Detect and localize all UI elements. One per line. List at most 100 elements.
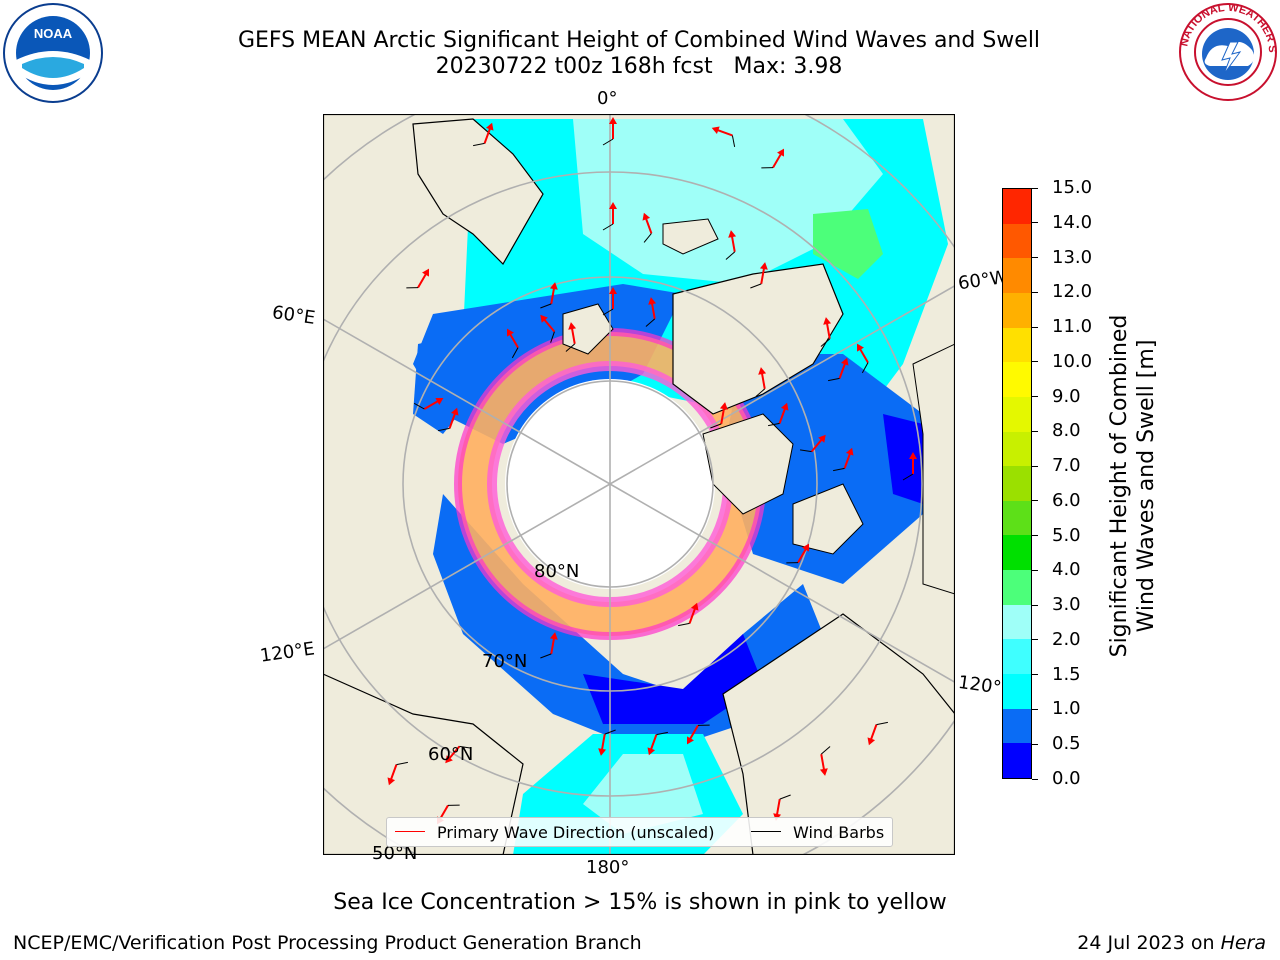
meridian-120e [323,483,611,650]
colorbar [1002,188,1032,779]
wave-arrow [406,268,429,289]
wave-arrow [833,447,854,472]
colorbar-label-line1: Significant Height of Combined [1107,314,1132,658]
wave-arrow [768,402,789,427]
wave-arrow [799,434,826,453]
wave-arrow [647,731,668,756]
wave-arrow [602,202,617,231]
footer-host: Hera [1220,932,1266,954]
colorbar-tick-mark [1032,708,1038,710]
wave-arrow [687,724,710,745]
colorbar-label: Significant Height of Combined Wind Wave… [1103,186,1163,786]
colorbar-tick-label: 12.0 [1052,281,1093,303]
colorbar-tick-mark [1032,778,1038,780]
wave-direction-legend-label: Primary Wave Direction (unscaled) [437,823,715,842]
lon-label-120e: 120°E [258,638,316,667]
chart-title: GEFS MEAN Arctic Significant Height of C… [237,28,1041,53]
colorbar-tick-label: 4.0 [1052,559,1081,581]
svg-text:NOAA: NOAA [34,26,73,41]
wave-arrow [598,729,616,756]
footer-left: NCEP/EMC/Verification Post Processing Pr… [13,932,642,954]
wave-arrow [755,367,767,397]
meridian-60e [323,318,611,485]
polar-map [323,114,955,855]
wave-arrow [786,543,809,564]
wave-arrow [710,402,728,429]
colorbar-segment [1003,292,1031,328]
wave-direction-arrows [387,117,917,825]
wave-arrow [565,322,577,352]
nws-logo: NATIONAL WEATHER SERVICE [1178,2,1278,101]
lon-label-180: 180° [586,857,630,878]
colorbar-tick-label: 1.0 [1052,698,1081,720]
colorbar-tick-mark [1032,291,1038,293]
colorbar-tick-mark [1032,569,1038,571]
meridian-60w [609,284,955,485]
wave-arrow [867,721,888,746]
colorbar-segment [1003,189,1031,224]
colorbar-segment [1003,743,1031,778]
wave-arrow [902,452,917,481]
colorbar-segment [1003,223,1031,259]
colorbar-segment [1003,535,1031,571]
colorbar-segment [1003,570,1031,605]
norwegian-sea [573,119,883,284]
colorbar-segment [1003,396,1031,432]
colorbar-tick-label: 15.0 [1052,177,1093,198]
wave-arrow [445,745,472,764]
lat-label-80n: 80°N [534,561,580,582]
colorbar-segment [1003,466,1031,501]
alaska [722,613,955,855]
colorbar-tick-mark [1032,639,1038,641]
wave-arrow [642,212,653,243]
wind-barbs-legend-label: Wind Barbs [793,823,885,842]
colorbar-tick-label: 2.0 [1052,628,1081,650]
wave-arrow [750,262,768,289]
high-wave-area [813,209,883,279]
sea-ice-caption: Sea Ice Concentration > 15% is shown in … [333,890,947,915]
wave-direction-legend-line [395,831,425,832]
wave-arrow [540,632,558,659]
colorbar-segment [1003,327,1031,363]
colorbar-tick-mark [1032,674,1038,676]
wave-arrow [413,398,444,410]
noaa-logo: NOAA [3,3,103,103]
colorbar-tick-label: 8.0 [1052,420,1081,442]
colorbar-segment [1003,639,1031,675]
colorbar-segment [1003,431,1031,467]
wave-arrow [438,407,459,432]
wind-barbs-legend-line [751,831,781,832]
meridian-120w [609,483,955,684]
colorbar-segment [1003,362,1031,397]
colorbar-segment [1003,604,1031,640]
colorbar-tick-label: 0.0 [1052,768,1081,789]
map-frame [323,114,955,855]
wave-arrow [602,117,617,146]
colorbar-tick-label: 13.0 [1052,246,1093,268]
wave-arrow [828,357,849,382]
lat-label-70n: 70°N [482,651,528,672]
wave-arrow [645,297,657,327]
wave-arrow [678,602,699,627]
colorbar-segment [1003,674,1031,709]
wave-arrow [761,148,784,169]
colorbar-tick-label: 9.0 [1052,385,1081,407]
colorbar-tick-mark [1032,535,1038,537]
wave-arrow [387,761,408,786]
colorbar-tick-mark [1032,396,1038,398]
wave-arrow [540,282,558,309]
colorbar-tick-mark [1032,465,1038,467]
colorbar-segment [1003,500,1031,536]
colorbar-tick-mark [1032,604,1038,606]
footer-right: 24 Jul 2023 on Hera [1077,932,1266,954]
colorbar-tick-mark [1032,500,1038,502]
colorbar-tick-mark [1032,743,1038,745]
baffin-bay [723,354,923,584]
colorbar-tick-label: 0.5 [1052,733,1081,755]
colorbar-tick-mark [1032,361,1038,363]
colorbar-label-line2: Wind Waves and Swell [m] [1134,339,1159,633]
colorbar-tick-mark [1032,430,1038,432]
colorbar-tick-mark [1032,222,1038,224]
scandinavia [412,118,544,265]
colorbar-tick-mark [1032,326,1038,328]
